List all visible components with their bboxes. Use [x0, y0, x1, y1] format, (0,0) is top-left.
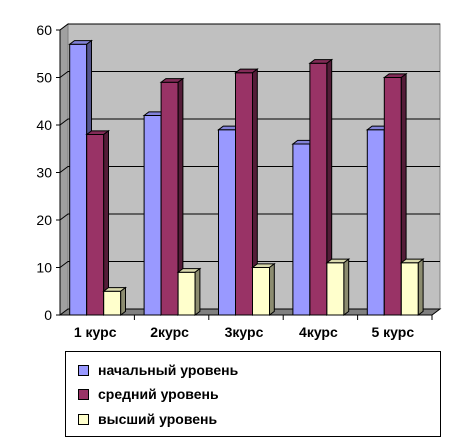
bar: [382, 72, 408, 316]
legend-item: средний уровень: [78, 385, 219, 403]
bar-front: [86, 134, 105, 316]
bar-side: [269, 262, 275, 317]
bar: [325, 258, 351, 316]
bar-front: [252, 267, 270, 316]
bar: [176, 267, 202, 317]
bar: [159, 77, 185, 317]
bar-side: [194, 267, 201, 317]
y-tick-label: 20: [36, 212, 52, 228]
x-tick-label: 1 курс: [74, 324, 117, 340]
legend-label: средний уровень: [98, 386, 219, 402]
legend-label: высший уровень: [98, 411, 218, 427]
bar-front: [143, 115, 162, 316]
bar-side: [120, 286, 126, 317]
x-axis: 1 курс 2курс 3курс 4курс 5 курс: [60, 314, 433, 340]
bar-front: [366, 129, 385, 316]
bar: [102, 286, 127, 317]
y-tick-label: 0: [44, 307, 52, 323]
y-tick-label: 30: [36, 165, 52, 181]
bar-front: [309, 62, 328, 316]
bar-front: [383, 77, 402, 316]
bar-side: [103, 129, 109, 317]
bar-side: [417, 258, 424, 316]
bar-front: [160, 81, 179, 316]
bar-front: [177, 271, 196, 316]
y-tick-label: 40: [36, 117, 52, 133]
legend-swatch: [78, 413, 89, 425]
gridline: [59, 23, 440, 31]
y-tick-label: 60: [36, 22, 52, 38]
bar-side: [343, 258, 350, 316]
x-tick-label: 5 курс: [371, 324, 414, 340]
bar: [233, 68, 259, 317]
y-tick-label: 50: [36, 70, 52, 86]
bar-front: [235, 72, 253, 316]
legend-swatch: [78, 388, 89, 400]
bar-front: [103, 290, 122, 316]
bar-front: [326, 262, 345, 316]
legend-swatch: [78, 364, 89, 376]
bar-front: [69, 43, 88, 316]
bar: [85, 129, 110, 317]
bar: [399, 258, 425, 316]
legend: [65, 351, 441, 437]
x-tick-label: 4курс: [299, 324, 338, 340]
y-tick-label: 10: [36, 260, 52, 276]
bar-front: [218, 129, 236, 316]
legend-item: начальный уровень: [78, 361, 238, 379]
bar-front: [400, 262, 419, 316]
bar: [251, 262, 276, 317]
x-tick-label: 2курс: [150, 324, 189, 340]
bars: [68, 39, 425, 317]
legend-label: начальный уровень: [98, 362, 239, 378]
bar-front: [292, 143, 311, 316]
y-axis: 0 10 20 30 40 50 60: [36, 22, 61, 323]
legend-item: высший уровень: [78, 410, 217, 428]
x-tick-label: 3курс: [225, 324, 264, 340]
